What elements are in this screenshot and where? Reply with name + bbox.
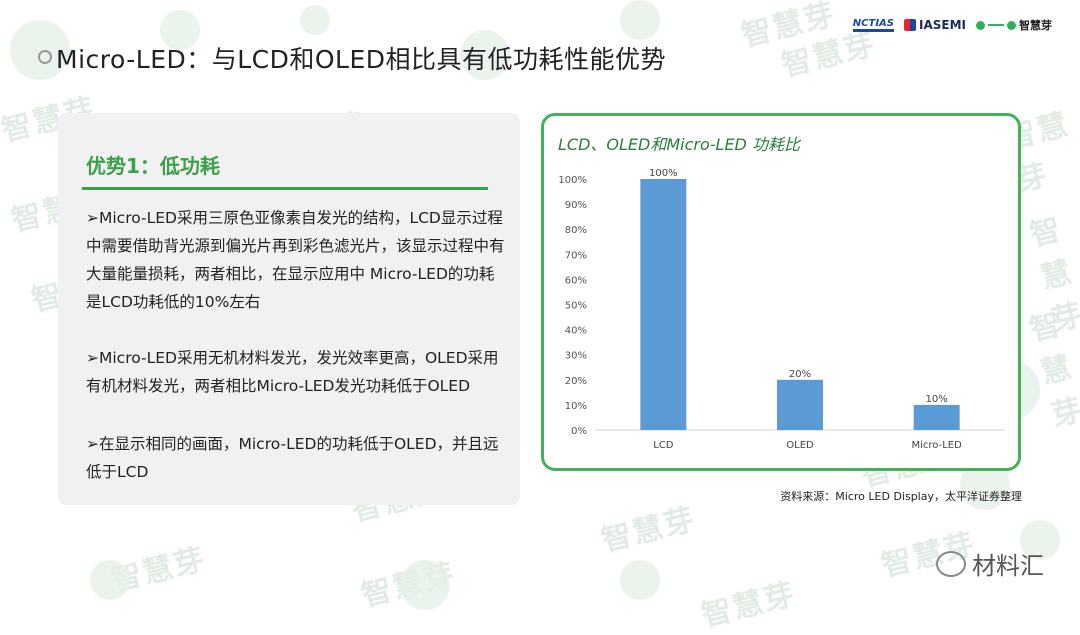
- chart-title: LCD、OLED和Micro-LED 功耗比: [558, 135, 800, 154]
- y-tick-label: 80%: [565, 225, 587, 236]
- y-tick-label: 50%: [565, 301, 587, 312]
- y-tick-label: 0%: [571, 426, 587, 437]
- advantage-heading: 优势1：低功耗: [86, 154, 220, 178]
- y-tick-label: 40%: [565, 326, 587, 337]
- watermark-text: 智慧芽: [738, 0, 840, 54]
- iasemi-logo-text: IASEMI: [919, 18, 966, 32]
- advantage-panel: [58, 113, 520, 505]
- zhihuiya-logo: 智慧芽: [976, 17, 1052, 33]
- title-bullet-icon: [38, 50, 52, 64]
- watermark-text: 智慧芽: [1026, 211, 1080, 339]
- brand-name: 材料汇: [972, 552, 1044, 580]
- heading-divider: [82, 187, 488, 190]
- data-label: 20%: [789, 369, 811, 380]
- wechat-icon: [936, 550, 966, 577]
- watermark-text: 智慧芽: [108, 541, 210, 599]
- x-tick-label: OLED: [786, 440, 814, 451]
- power-consumption-chart: 0% 10% 20% 30% 40% 50% 60% 70% 80% 90% 100% 100% LCD…: [558, 168, 1005, 451]
- y-tick-label: 30%: [565, 351, 587, 362]
- watermark-dot: [620, 0, 660, 40]
- bar-lcd: [640, 179, 687, 430]
- y-tick-label: 100%: [558, 175, 587, 186]
- paragraph-1: ➢Micro-LED采用三原色亚像素自发光的结构，LCD显示过程中需要借助背光源…: [86, 209, 505, 311]
- paragraph-2: ➢Micro-LED采用无机材料发光，发光效率更高，OLED采用有机材料发光，两…: [86, 349, 499, 395]
- logo-line-icon: [988, 24, 1004, 26]
- nctias-logo: NCTIAS: [852, 18, 894, 32]
- wechat-brand: 材料汇: [936, 546, 1044, 581]
- y-tick-label: 10%: [565, 401, 587, 412]
- paragraph-3: ➢在显示相同的画面，Micro-LED的功耗低于OLED，并且远低于LCD: [86, 435, 499, 481]
- iasemi-logo-icon: [904, 19, 916, 31]
- watermark-dot: [620, 560, 660, 600]
- bar-oled: [777, 379, 823, 430]
- y-tick-label: 20%: [565, 376, 587, 387]
- watermark-dot: [90, 560, 130, 600]
- x-tick-label: LCD: [653, 440, 674, 451]
- data-label: 100%: [649, 168, 678, 179]
- y-tick-label: 70%: [565, 250, 587, 261]
- iasemi-logo: IASEMI: [904, 18, 966, 32]
- y-tick-label: 90%: [565, 200, 587, 211]
- logo-bar: NCTIAS IASEMI 智慧芽: [852, 14, 1052, 36]
- bar-micro-led: [913, 404, 960, 430]
- watermark-text: 智慧芽: [598, 501, 700, 559]
- watermark-dot: [300, 5, 330, 35]
- source-note: 资料来源：Micro LED Display，太平洋证券整理: [780, 490, 1022, 503]
- watermark-text: 智慧芽: [1026, 306, 1080, 434]
- page-title: Micro-LED：与LCD和OLED相比具有低功耗性能优势: [56, 45, 667, 74]
- zhihuiya-logo-text: 智慧芽: [1019, 19, 1052, 32]
- logo-dot-icon: [1007, 20, 1016, 30]
- watermark-dot: [400, 560, 450, 610]
- x-tick-label: Micro-LED: [912, 440, 963, 451]
- watermark-text: 智慧芽: [358, 556, 460, 614]
- data-label: 10%: [926, 394, 948, 405]
- logo-dot-icon: [976, 20, 985, 30]
- y-tick-label: 60%: [565, 275, 587, 286]
- watermark-text: 智慧芽: [698, 576, 800, 634]
